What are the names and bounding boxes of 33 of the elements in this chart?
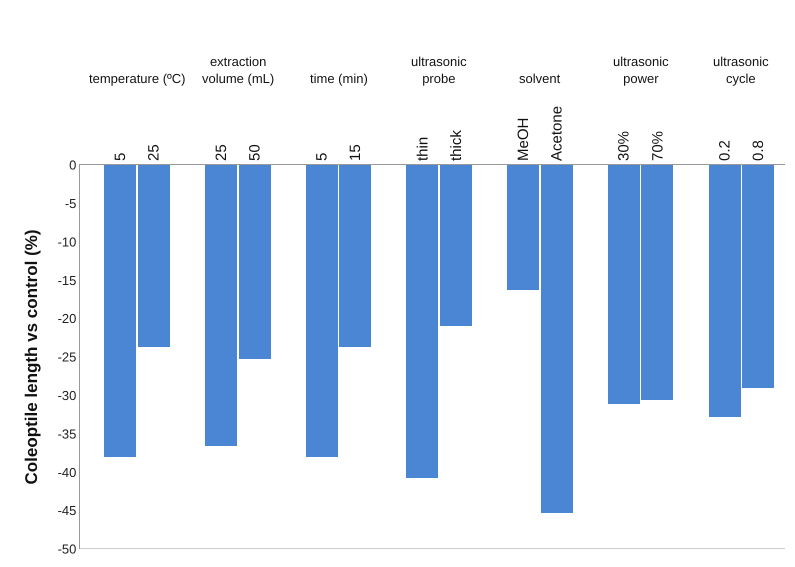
x-tick-label: thin	[414, 136, 432, 161]
y-tick-label: -40	[58, 464, 76, 480]
x-tick-label: 25	[212, 144, 230, 161]
x-tick-label: MeOH	[515, 118, 532, 161]
x-tick-label: 15	[347, 144, 364, 161]
x-tick-label: 5	[112, 152, 130, 161]
text: time (min)	[310, 71, 368, 86]
y-tick-label: -20	[58, 311, 76, 326]
text: ultrasonic probe	[411, 54, 468, 86]
y-tick-label: -35	[58, 426, 76, 442]
text: ultrasonic cycle	[713, 54, 770, 86]
y-axis-title: Coleoptile length vs control (%)	[22, 229, 42, 485]
y-tick-label: 0	[69, 158, 76, 173]
y-tick-label: -25	[58, 350, 76, 365]
y-tick-label: -15	[58, 272, 76, 288]
x-tick-label: Acetone	[548, 106, 566, 161]
x-tick-label: 0.8	[750, 140, 768, 161]
x-tick-label: 25	[146, 144, 163, 161]
x-tick-label: 5	[314, 152, 331, 161]
x-tick-label: thick	[448, 130, 465, 161]
text: temperature (ºC)	[89, 71, 186, 86]
text: solvent	[519, 71, 561, 86]
x-tick-label: 30%	[616, 130, 633, 161]
x-tick-label: 70%	[649, 130, 666, 161]
x-tick-label: 0.2	[716, 140, 734, 161]
y-tick-label: -45	[58, 503, 76, 518]
y-tick-label: -50	[58, 542, 76, 557]
x-tick-label: 50	[246, 144, 264, 161]
text: extraction volume (mL)	[202, 54, 274, 86]
y-tick-label: -10	[58, 234, 76, 250]
text: ultrasonic power	[613, 54, 670, 86]
y-tick-label: -30	[58, 388, 76, 403]
y-tick-label: -5	[64, 196, 76, 211]
